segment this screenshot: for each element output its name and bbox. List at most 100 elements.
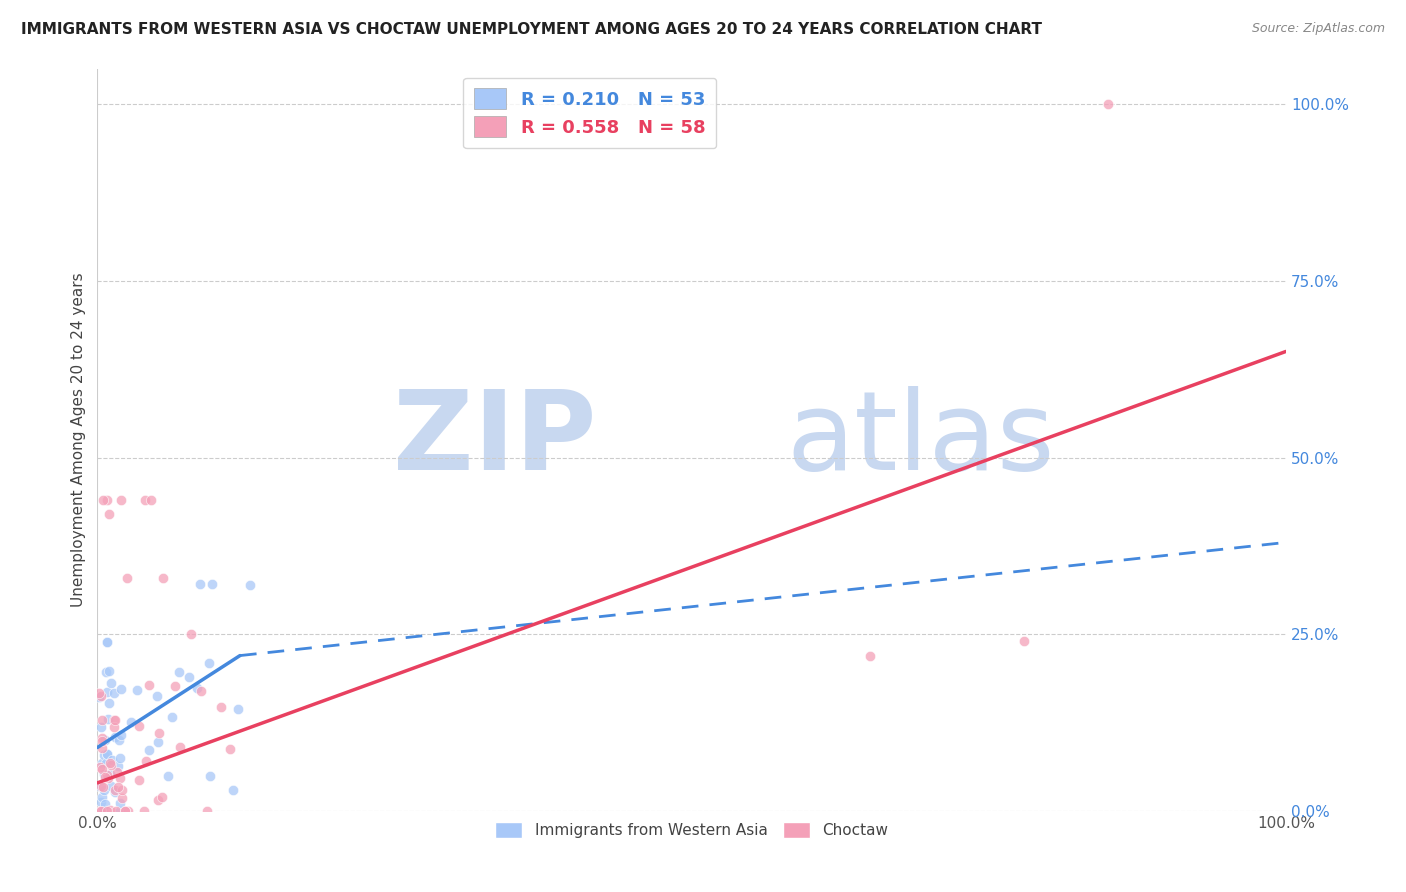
Point (114, 804, 136, 818)
Point (104, 730, 127, 744)
Point (120, 715, 142, 730)
Point (96, 768, 118, 782)
Point (111, 783, 134, 797)
Point (104, 784, 127, 798)
Point (93, 748, 115, 763)
Point (110, 493, 132, 508)
Point (110, 681, 132, 696)
Point (90, 713, 112, 727)
Point (90, 734, 112, 748)
Point (91, 762, 114, 776)
Point (104, 804, 127, 818)
Point (1097, 96, 1119, 111)
Point (108, 804, 131, 818)
Point (139, 493, 162, 508)
Point (87, 779, 110, 793)
Text: IMMIGRANTS FROM WESTERN ASIA VS CHOCTAW UNEMPLOYMENT AMONG AGES 20 TO 24 YEARS C: IMMIGRANTS FROM WESTERN ASIA VS CHOCTAW … (21, 22, 1042, 37)
Point (96, 665, 118, 680)
Point (138, 743, 160, 757)
Point (90, 804, 112, 818)
Point (100, 780, 122, 794)
Point (96, 493, 118, 508)
Point (87, 686, 110, 700)
Point (127, 682, 149, 697)
Point (201, 577, 224, 591)
Point (89, 804, 111, 818)
Point (96, 804, 118, 818)
Point (859, 648, 882, 663)
Point (100, 676, 122, 690)
Point (98, 803, 121, 817)
Point (103, 713, 125, 727)
Point (163, 679, 186, 693)
Point (104, 782, 127, 797)
Point (96, 685, 118, 699)
Point (90, 796, 112, 810)
Point (117, 804, 139, 818)
Point (97, 772, 120, 786)
Point (128, 718, 150, 732)
Point (156, 769, 179, 783)
Point (98, 664, 121, 678)
Point (107, 759, 129, 773)
Text: Source: ZipAtlas.com: Source: ZipAtlas.com (1251, 22, 1385, 36)
Point (146, 735, 169, 749)
Point (134, 493, 156, 508)
Point (128, 772, 150, 787)
Point (108, 771, 131, 785)
Point (104, 714, 127, 728)
Point (100, 758, 122, 772)
Point (90, 779, 112, 793)
Point (195, 804, 218, 818)
Text: ZIP: ZIP (394, 386, 596, 493)
Point (150, 790, 173, 805)
Point (97, 712, 120, 726)
Point (91, 731, 114, 745)
Point (103, 720, 125, 734)
Point (169, 739, 191, 754)
Point (148, 793, 170, 807)
Point (110, 728, 132, 742)
Point (226, 702, 249, 716)
Point (114, 804, 136, 818)
Legend: Immigrants from Western Asia, Choctaw: Immigrants from Western Asia, Choctaw (489, 816, 894, 845)
Point (132, 804, 155, 818)
Point (186, 681, 208, 695)
Point (219, 742, 242, 756)
Point (160, 710, 183, 724)
Point (90, 741, 112, 756)
Point (103, 686, 125, 700)
Point (87, 690, 110, 705)
Point (107, 780, 129, 795)
Point (96, 756, 118, 770)
Point (98, 766, 121, 780)
Point (93, 766, 115, 780)
Point (105, 765, 128, 780)
Point (108, 797, 131, 811)
Point (93, 783, 115, 797)
Y-axis label: Unemployment Among Ages 20 to 24 years: Unemployment Among Ages 20 to 24 years (72, 273, 86, 607)
Point (98, 756, 121, 771)
Point (90, 720, 112, 734)
Point (91, 780, 114, 795)
Point (209, 700, 232, 714)
Point (96, 634, 118, 648)
Point (1014, 634, 1036, 648)
Point (100, 753, 122, 767)
Point (96, 747, 118, 761)
Point (98, 507, 121, 521)
Point (98, 696, 121, 710)
Point (93, 770, 115, 784)
Point (93, 804, 115, 818)
Point (94, 733, 117, 747)
Point (91, 756, 114, 770)
Point (167, 665, 190, 680)
Point (96, 635, 118, 649)
Point (90, 689, 112, 703)
Point (110, 751, 132, 765)
Point (111, 791, 134, 805)
Point (138, 678, 160, 692)
Point (179, 670, 201, 684)
Point (89, 760, 111, 774)
Point (135, 754, 157, 768)
